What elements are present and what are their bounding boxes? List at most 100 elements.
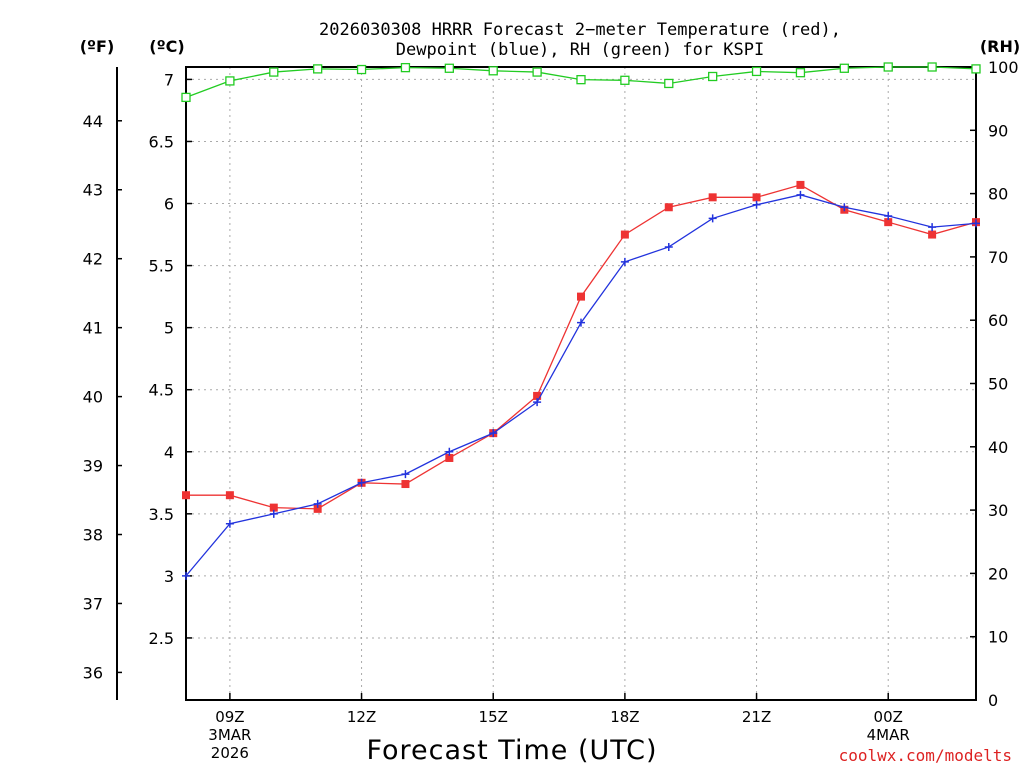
credit-text: coolwx.com/modelts [839,746,1012,765]
celsius-tick-label: 4.5 [149,381,174,400]
rh-tick-label: 50 [988,375,1008,394]
x-tick-label: 18Z [610,708,639,726]
x-tick-label: 15Z [479,708,508,726]
dewpoint-point [313,499,322,508]
celsius-tick-label: 3 [164,567,174,586]
temperature-point [269,503,278,512]
temperature-point [533,391,542,400]
rh-point [313,64,323,74]
rh-tick-label: 30 [988,501,1008,520]
temperature-point [796,180,805,189]
dewpoint-point [928,223,937,232]
dewpoint-point [357,478,366,487]
celsius-tick-label: 4 [164,443,174,462]
dewpoint-point [577,318,585,327]
temperature-point [752,193,761,202]
plot-frame [185,66,977,701]
temperature-point [401,480,410,489]
temperature-line [186,184,977,510]
rh-point [620,75,630,85]
temperature-point [182,491,190,500]
rh-tick-label: 20 [988,564,1008,583]
dewpoint-point [269,509,278,518]
dewpoint-point [840,203,849,212]
rh-tick-label: 100 [988,58,1019,77]
fahrenheit-tick-label: 39 [83,457,103,476]
rh-point [883,62,893,72]
temperature-point [620,230,629,239]
dewpoint-point [401,470,410,479]
rh-tick-label: 10 [988,628,1008,647]
rh-tick-label: 70 [988,248,1008,267]
temperature-point [928,230,937,239]
fahrenheit-tick-label: 40 [83,388,103,407]
x-tick-label: 2026 [211,744,249,762]
celsius-axis-unit: (ºC) [149,37,184,56]
fahrenheit-tick-label: 42 [83,250,103,269]
celsius-tick-label: 2.5 [149,629,174,648]
celsius-tick-label: 6 [164,195,174,214]
temperature-series [182,180,980,513]
chart-title-line2: Dewpoint (blue), RH (green) for KSPI [396,40,764,60]
rh-point [927,62,937,72]
rh-point [795,68,806,78]
rh-point [839,63,849,73]
x-tick-label: 09Z [215,708,244,726]
dewpoint-point [445,447,454,456]
gridlines [186,67,976,700]
axes: 2.5 3 3.5 4 4.5 5 5.5 6 6.5 7 36 37 38 39 40 41 42 43 44 0 1… [83,58,1019,762]
temperature-point [708,193,717,202]
dewpoint-point [620,257,629,266]
celsius-tick-label: 5.5 [149,257,174,276]
fahrenheit-tick-label: 43 [83,181,103,200]
series-layer [181,62,981,580]
temperature-point [225,491,234,500]
dewpoint-point [182,571,190,580]
dewpoint-point [708,214,717,223]
rh-tick-label: 80 [988,185,1008,204]
rh-point [664,78,674,89]
rh-point [971,64,981,74]
celsius-tick-label: 6.5 [149,132,174,151]
x-tick-label: 21Z [742,708,771,726]
rh-tick-label: 90 [988,121,1008,140]
rh-point [751,66,762,77]
rh-axis-unit: (RH) [980,37,1020,56]
rh-tick-label: 60 [988,311,1008,330]
fahrenheit-tick-label: 36 [83,663,103,682]
rh-tick-label: 40 [988,438,1008,457]
dewpoint-point [884,211,893,220]
x-tick-label: 4MAR [867,726,910,744]
temperature-point [313,504,322,513]
rh-point [225,76,235,86]
rh-point [532,67,542,77]
rh-point [269,67,279,77]
fahrenheit-tick-label: 37 [83,594,103,613]
dewpoint-line [185,194,977,577]
rh-point [181,92,191,103]
rh-series [181,62,981,103]
rh-point [488,66,498,76]
chart-title-line1: 2026030308 HRRR Forecast 2−meter Tempera… [319,20,841,40]
temperature-point [664,203,673,212]
x-axis-label: Forecast Time (UTC) [366,735,657,766]
rh-tick-label: 0 [988,691,998,710]
x-tick-label: 3MAR [208,726,251,744]
dewpoint-point [664,242,673,251]
temperature-point [884,218,893,227]
celsius-tick-label: 5 [164,319,174,338]
x-tick-label: 12Z [347,708,376,726]
rh-point [576,75,586,85]
fahrenheit-tick-label: 44 [83,112,103,131]
fahrenheit-tick-label: 38 [83,526,103,545]
rh-point [356,64,367,75]
rh-point [708,71,718,82]
fahrenheit-tick-label: 41 [83,319,103,338]
x-tick-label: 00Z [874,708,903,726]
temperature-point [445,453,454,462]
dewpoint-point [752,200,761,209]
fahrenheit-axis-unit: (ºF) [80,37,115,56]
celsius-tick-label: 3.5 [149,505,174,524]
dewpoint-point [533,398,542,407]
